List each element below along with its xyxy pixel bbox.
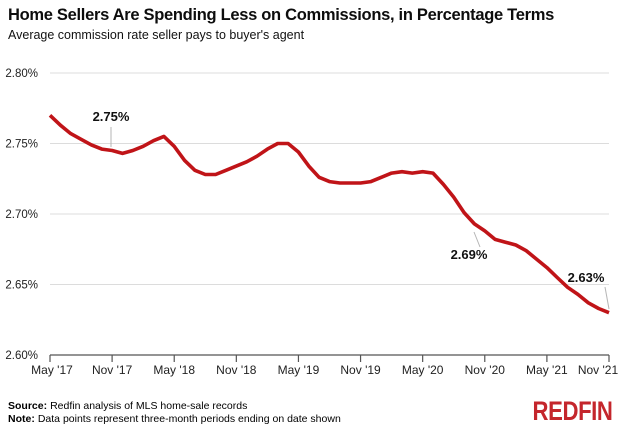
annotation-label: 2.75% xyxy=(93,109,130,124)
annotation-pointer xyxy=(604,286,610,310)
x-axis-label: Nov '17 xyxy=(92,363,133,377)
annotation-pointer xyxy=(473,231,481,248)
y-axis-label: 2.70% xyxy=(5,209,38,221)
source-text: Redfin analysis of MLS home-sale records xyxy=(50,400,248,412)
chart-subtitle: Average commission rate seller pays to b… xyxy=(8,28,305,42)
commission-rate-line xyxy=(48,113,610,315)
annotation-label: 2.69% xyxy=(451,247,488,262)
x-axis-label: May '21 xyxy=(526,363,568,377)
chart-header: Home Sellers Are Spending Less on Commis… xyxy=(8,5,616,43)
annotation-label: 2.63% xyxy=(568,270,605,285)
x-axis-label: Nov '18 xyxy=(216,363,257,377)
y-axis-label: 2.75% xyxy=(5,139,38,151)
x-axis-label: May '19 xyxy=(278,363,320,377)
y-axis-label: 2.60% xyxy=(5,350,38,362)
y-axis-label: 2.65% xyxy=(5,280,38,292)
x-axis-label: May '17 xyxy=(31,363,73,377)
note-label: Note: xyxy=(8,413,35,425)
x-axis-label: Nov '20 xyxy=(465,363,506,377)
x-axis-label: Nov '21 xyxy=(578,363,619,377)
x-axis-label: May '18 xyxy=(153,363,195,377)
note-line: Note: Data points represent three-month p… xyxy=(8,413,616,426)
chart-footer: Source: Redfin analysis of MLS home-sale … xyxy=(8,396,616,426)
x-axis-label: Nov '19 xyxy=(340,363,381,377)
y-axis-label: 2.80% xyxy=(5,68,38,80)
source-line: Source: Redfin analysis of MLS home-sale … xyxy=(8,400,616,413)
x-axis-label: May '20 xyxy=(402,363,444,377)
note-text: Data points represent three-month period… xyxy=(37,413,341,425)
redfin-logo: REDFIN xyxy=(532,396,612,426)
source-label: Source: xyxy=(8,400,48,412)
chart-title: Home Sellers Are Spending Less on Commis… xyxy=(8,6,554,24)
